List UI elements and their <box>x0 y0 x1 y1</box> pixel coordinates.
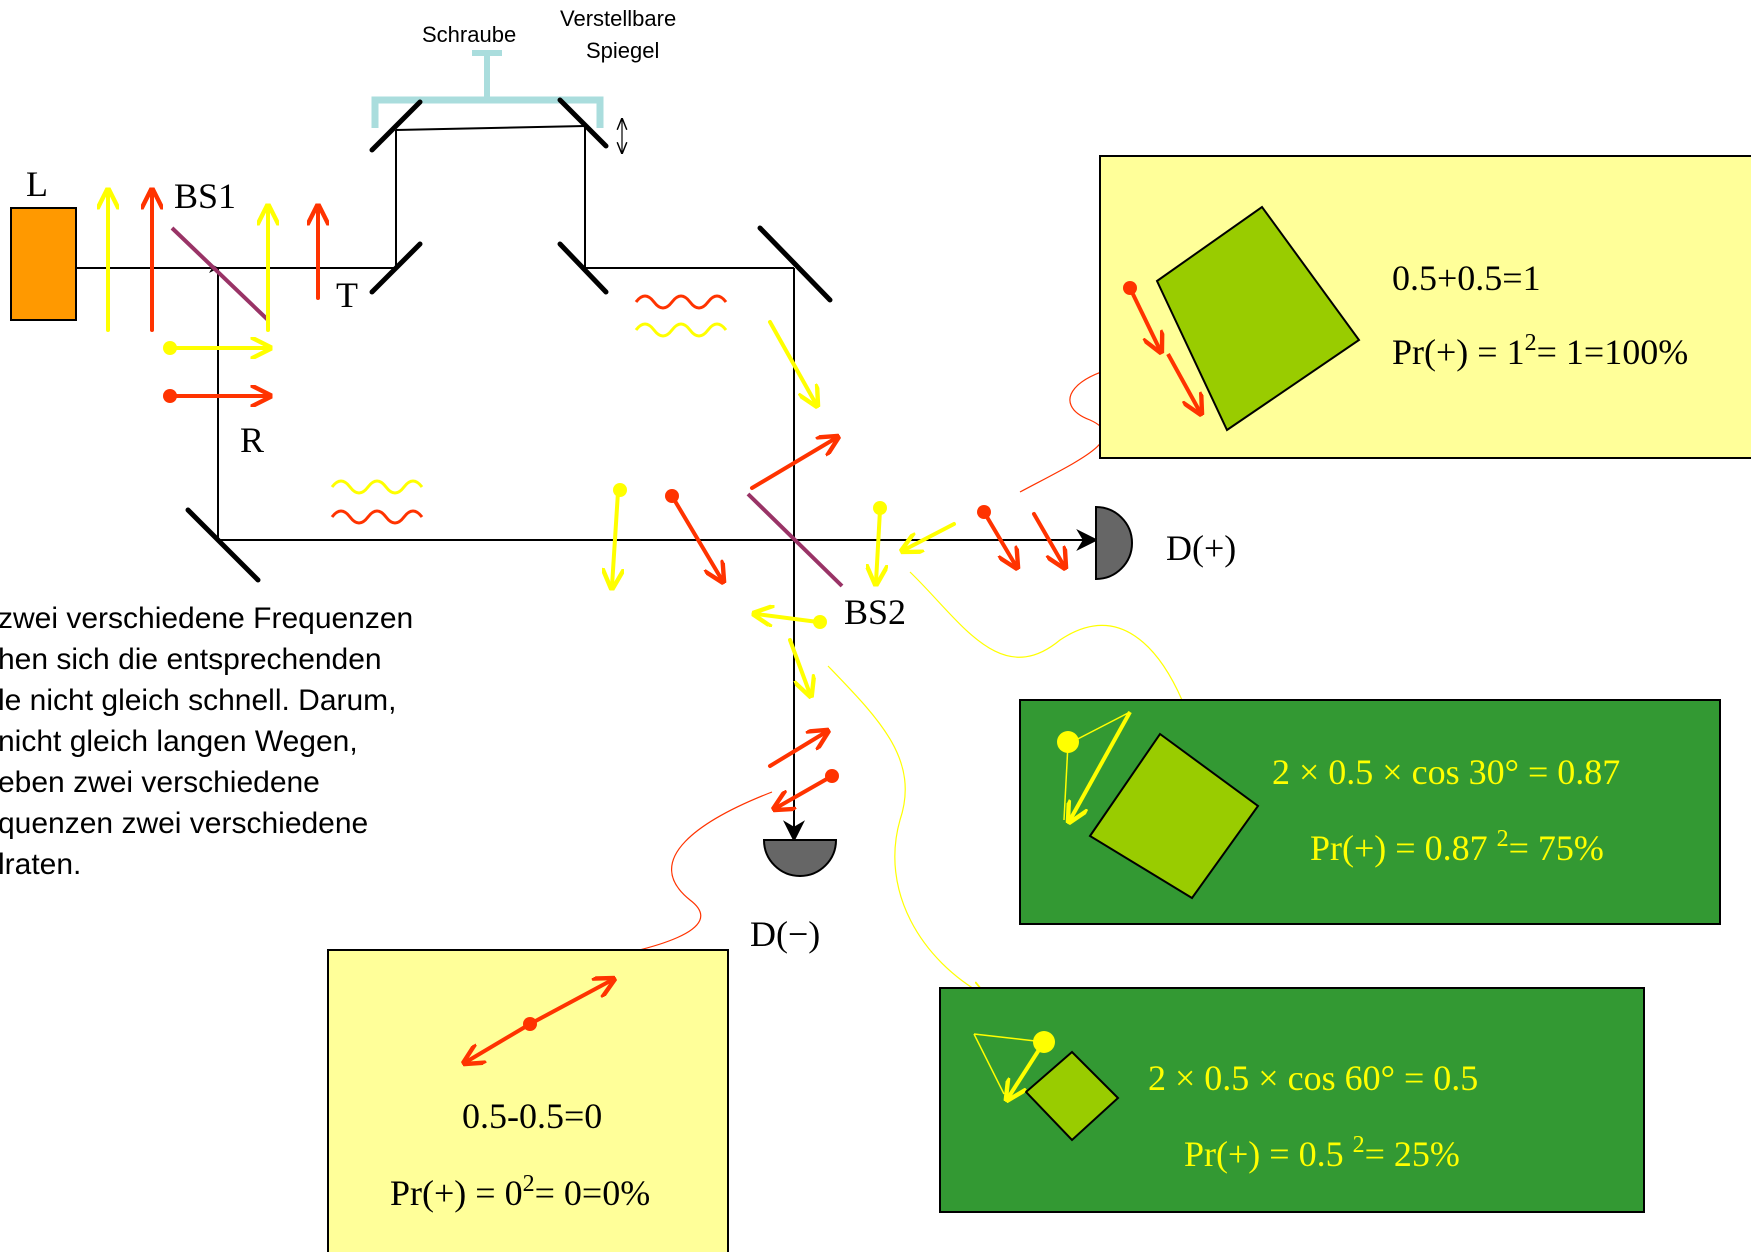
wave-packets <box>330 294 728 525</box>
d-minus-label: D(−) <box>750 914 820 954</box>
mirror-label-line1: Verstellbare <box>560 6 676 31</box>
box-bottom-left-line1: 0.5-0.5=0 <box>462 1096 602 1136</box>
laser-source <box>10 207 77 321</box>
result-box-green-lower: 2 × 0.5 × cos 60° = 0.5 Pr(+) = 0.5 2= 2… <box>939 987 1645 1213</box>
description-line-2: hen sich die entsprechenden <box>0 643 382 676</box>
vector-arrows <box>108 192 1064 808</box>
connector-curves <box>590 362 1183 996</box>
description-text: zwei verschiedene Frequenzen hen sich di… <box>0 598 598 885</box>
beam-splitter-1 <box>170 226 270 322</box>
box-bottom-left-line2: Pr(+) = 02= 0=0% <box>390 1171 650 1213</box>
vector-dots <box>163 341 991 783</box>
detector-minus <box>762 839 838 877</box>
description-line-4: nicht gleich langen Wegen, <box>0 725 358 758</box>
laser-label: L <box>26 164 48 204</box>
description-line-7: lraten. <box>0 848 82 881</box>
box-green-lower-line2: Pr(+) = 0.5 2= 25% <box>1184 1132 1460 1174</box>
description-line-1: zwei verschiedene Frequenzen <box>0 602 414 635</box>
detector-plus <box>1095 505 1133 581</box>
screw-label: Schraube <box>422 22 516 47</box>
result-box-bottom-left: 0.5-0.5=0 Pr(+) = 02= 0=0% <box>327 949 729 1252</box>
description-line-6: quenzen zwei verschiedene <box>0 807 369 840</box>
box-green-lower-line1: 2 × 0.5 × cos 60° = 0.5 <box>1148 1058 1478 1098</box>
description-line-3: le nicht gleich schnell. Darum, <box>0 684 397 717</box>
mirror-label-line2: Spiegel <box>586 38 659 63</box>
result-box-green-middle: 2 × 0.5 × cos 30° = 0.87 Pr(+) = 0.87 2=… <box>1019 699 1721 925</box>
d-plus-label: D(+) <box>1166 528 1236 568</box>
mirrors <box>185 97 833 583</box>
box-top-right-line2: Pr(+) = 12= 1=100% <box>1392 330 1688 372</box>
box-green-middle-line2: Pr(+) = 0.87 2= 75% <box>1310 826 1604 868</box>
r-label: R <box>240 420 264 460</box>
t-label: T <box>336 275 358 315</box>
box-top-right-line1: 0.5+0.5=1 <box>1392 258 1541 298</box>
bs1-label: BS1 <box>174 176 236 216</box>
beam-splitter-2 <box>746 492 844 588</box>
mirror-bracket <box>371 50 604 128</box>
bs2-label: BS2 <box>844 592 906 632</box>
box-green-middle-line1: 2 × 0.5 × cos 30° = 0.87 <box>1272 752 1620 792</box>
description-line-5: eben zwei verschiedene <box>0 766 320 799</box>
result-box-top-right: 0.5+0.5=1 Pr(+) = 12= 1=100% <box>1099 155 1751 459</box>
